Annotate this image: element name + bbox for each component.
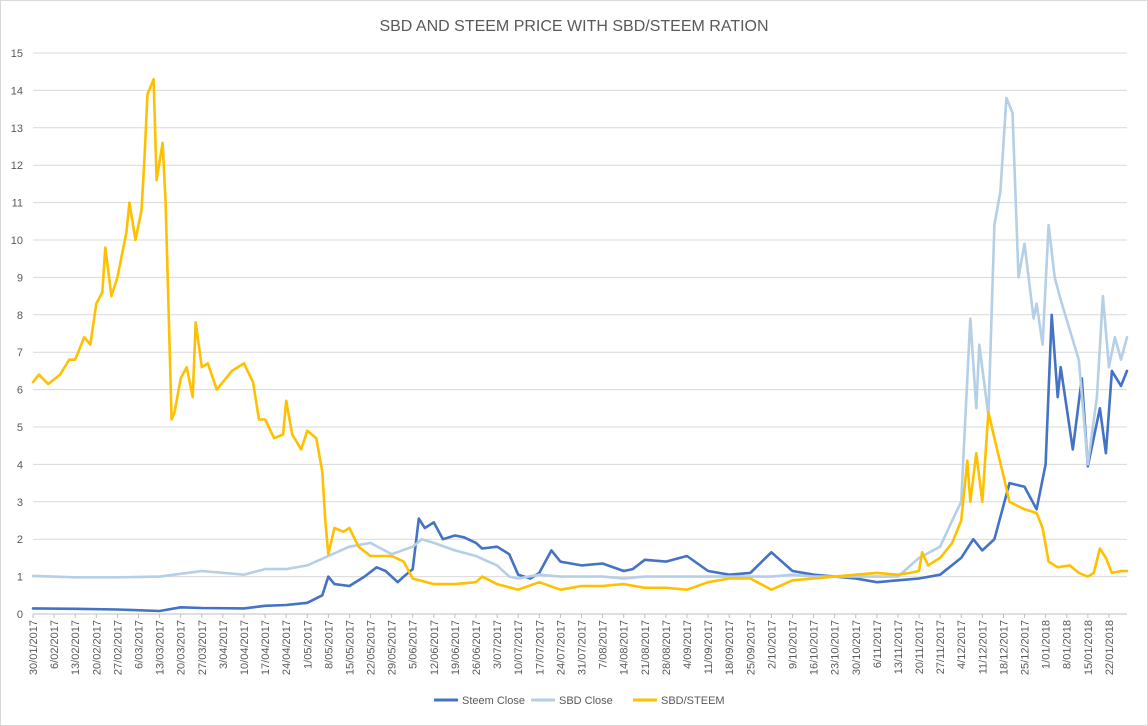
y-tick-label: 2 xyxy=(17,534,23,546)
series-line-1 xyxy=(31,96,1129,580)
x-tick-label: 30/01/2017 xyxy=(28,620,40,675)
x-tick-label: 8/01/2018 xyxy=(1062,620,1074,669)
series-line-0 xyxy=(31,313,1129,613)
y-tick-label: 0 xyxy=(17,609,23,621)
x-tick-label: 24/04/2017 xyxy=(281,620,293,675)
y-tick-label: 5 xyxy=(17,422,23,434)
x-tick-label: 15/05/2017 xyxy=(344,620,356,675)
x-tick-label: 27/03/2017 xyxy=(197,620,209,675)
legend-label-1: SBD Close xyxy=(559,695,613,707)
x-tick-label: 20/03/2017 xyxy=(176,620,188,675)
x-tick-label: 7/08/2017 xyxy=(598,620,610,669)
legend-label-2: SBD/STEEM xyxy=(661,695,725,707)
legend-label-0: Steem Close xyxy=(462,695,525,707)
y-tick-label: 10 xyxy=(11,235,23,247)
x-tick-label: 18/12/2017 xyxy=(998,620,1010,675)
x-tick-label: 3/04/2017 xyxy=(218,620,230,669)
x-tick-label: 21/08/2017 xyxy=(640,620,652,675)
x-tick-label: 22/01/2018 xyxy=(1104,620,1116,675)
x-tick-label: 18/09/2017 xyxy=(724,620,736,675)
x-tick-label: 10/07/2017 xyxy=(513,620,525,675)
x-tick-label: 27/02/2017 xyxy=(112,620,124,675)
y-tick-label: 14 xyxy=(11,85,23,97)
y-tick-label: 13 xyxy=(11,123,23,135)
x-tick-label: 29/05/2017 xyxy=(387,620,399,675)
x-tick-label: 1/05/2017 xyxy=(302,620,314,669)
x-tick-label: 27/11/2017 xyxy=(935,620,947,674)
x-tick-label: 4/09/2017 xyxy=(682,620,694,669)
x-tick-label: 13/02/2017 xyxy=(70,620,82,675)
x-tick-label: 26/06/2017 xyxy=(471,620,483,675)
x-tick-label: 5/06/2017 xyxy=(408,620,420,669)
x-tick-label: 22/05/2017 xyxy=(366,620,378,675)
x-tick-label: 3/07/2017 xyxy=(492,620,504,669)
y-tick-label: 8 xyxy=(17,310,23,322)
x-tick-label: 12/06/2017 xyxy=(429,620,441,675)
x-tick-label: 13/03/2017 xyxy=(155,620,167,675)
y-tick-label: 12 xyxy=(11,160,23,172)
y-tick-label: 6 xyxy=(17,385,23,397)
y-tick-label: 7 xyxy=(17,347,23,359)
x-tick-label: 6/03/2017 xyxy=(133,620,145,669)
x-tick-label: 15/01/2018 xyxy=(1083,620,1095,675)
y-tick-label: 15 xyxy=(11,48,23,60)
x-tick-label: 17/04/2017 xyxy=(260,620,272,675)
x-tick-label: 11/12/2017 xyxy=(977,620,989,674)
x-tick-label: 24/07/2017 xyxy=(555,620,567,675)
series-line-2 xyxy=(31,77,1129,592)
chart-title: SBD AND STEEM PRICE WITH SBD/STEEM RATIO… xyxy=(379,18,769,35)
x-tick-label: 31/07/2017 xyxy=(577,620,589,675)
x-tick-label: 13/11/2017 xyxy=(893,620,905,674)
x-tick-label: 28/08/2017 xyxy=(661,620,673,675)
x-tick-label: 2/10/2017 xyxy=(766,620,778,669)
x-tick-label: 20/02/2017 xyxy=(91,620,103,675)
x-tick-label: 19/06/2017 xyxy=(450,620,462,675)
y-tick-label: 9 xyxy=(17,272,23,284)
x-tick-label: 1/01/2018 xyxy=(1041,620,1053,669)
x-tick-label: 9/10/2017 xyxy=(787,620,799,669)
x-tick-label: 23/10/2017 xyxy=(830,620,842,675)
y-tick-label: 1 xyxy=(17,572,23,584)
y-tick-label: 3 xyxy=(17,497,23,509)
x-tick-label: 30/10/2017 xyxy=(851,620,863,675)
x-tick-label: 4/12/2017 xyxy=(956,620,968,669)
x-tick-label: 14/08/2017 xyxy=(619,620,631,675)
x-tick-label: 25/12/2017 xyxy=(1020,620,1032,675)
x-tick-label: 25/09/2017 xyxy=(745,620,757,675)
x-tick-label: 16/10/2017 xyxy=(809,620,821,675)
x-tick-label: 8/05/2017 xyxy=(323,620,335,669)
x-tick-label: 20/11/2017 xyxy=(914,620,926,674)
x-tick-label: 17/07/2017 xyxy=(534,620,546,675)
x-tick-label: 6/02/2017 xyxy=(49,620,61,669)
y-tick-label: 4 xyxy=(17,459,23,471)
x-tick-label: 6/11/2017 xyxy=(872,620,884,668)
y-tick-label: 11 xyxy=(12,198,23,210)
x-tick-label: 11/09/2017 xyxy=(703,620,715,674)
x-tick-label: 10/04/2017 xyxy=(239,620,251,675)
